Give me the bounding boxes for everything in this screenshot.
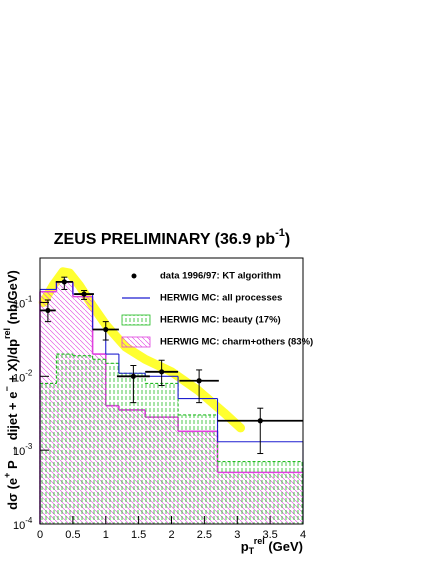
x-axis-label: pTrel (GeV) xyxy=(241,537,303,557)
data-point xyxy=(130,373,136,379)
chart-title-part: ZEUS PRELIMINARY (36.9 pb xyxy=(54,231,276,248)
x-tick-label: 0.5 xyxy=(65,529,80,541)
hist-fill xyxy=(40,383,57,524)
y-tick-label: 10-4 xyxy=(13,516,33,532)
x-tick-label: 0 xyxy=(37,529,43,541)
y-tick-label: 10-3 xyxy=(13,442,33,458)
y-axis-label-part: + xyxy=(3,473,13,478)
y-tick-base: 10 xyxy=(13,520,25,532)
data-point xyxy=(45,307,51,314)
y-axis-label-part: + X)/dp xyxy=(5,339,20,386)
x-tick-label: 2 xyxy=(168,529,174,541)
y-axis-label-part: dσ (e xyxy=(5,478,20,510)
hist-fill xyxy=(72,355,93,524)
x-tick-label: 4 xyxy=(300,529,306,541)
y-tick-base: 10 xyxy=(13,298,25,310)
hist-fill xyxy=(118,373,146,524)
data-point xyxy=(196,378,202,384)
y-axis-label-part: − xyxy=(3,386,13,391)
x-axis-label-part: p xyxy=(241,539,249,554)
y-tick-exponent: -1 xyxy=(25,295,33,304)
x-axis-label-part: (GeV) xyxy=(265,539,303,554)
legend-label: HERWIG MC: charm+others (83%) xyxy=(160,337,313,348)
x-tick-label: 3.5 xyxy=(262,529,277,541)
hist-fill xyxy=(217,461,303,524)
legend-label: HERWIG MC: beauty (17%) xyxy=(160,315,281,326)
data-point xyxy=(159,369,165,375)
hist-fill xyxy=(178,414,218,524)
data-point xyxy=(103,326,109,333)
y-tick-label: 10-2 xyxy=(13,368,33,384)
chart-title-part: ) xyxy=(285,231,290,248)
data-point xyxy=(81,291,87,297)
legend-marker xyxy=(131,273,137,279)
y-tick-base: 10 xyxy=(13,446,25,458)
y-tick-base: 10 xyxy=(13,372,25,384)
y-axis-label-part: rel xyxy=(3,328,13,339)
legend-label: data 1996/97: KT algorithm xyxy=(160,271,281,282)
x-tick-label: 3 xyxy=(234,529,240,541)
x-axis-label-part: T xyxy=(249,546,255,556)
x-axis-label-part: rel xyxy=(254,537,265,547)
x-tick-label: 1 xyxy=(103,529,109,541)
y-axis-label: dσ (e+ P → dijet + e− + X)/dprel (nb/GeV… xyxy=(3,270,21,510)
y-tick-exponent: -4 xyxy=(25,516,33,525)
x-tick-label: 1.5 xyxy=(131,529,146,541)
hist-fill xyxy=(56,354,73,524)
legend-swatch xyxy=(121,314,151,326)
data-point xyxy=(257,418,263,424)
chart-title-part: -1 xyxy=(275,227,285,239)
hist-fill xyxy=(105,363,119,524)
x-tick-label: 2.5 xyxy=(197,529,212,541)
hist-fill xyxy=(145,383,179,524)
y-tick-exponent: -3 xyxy=(25,442,33,451)
data-point xyxy=(61,279,67,285)
y-tick-label: 10-1 xyxy=(13,295,33,311)
y-axis-label-part: (nb/GeV) xyxy=(5,270,20,328)
legend-label: HERWIG MC: all processes xyxy=(160,293,282,304)
y-axis-label-part: P → dijet + e xyxy=(5,392,20,473)
hist-fill xyxy=(92,359,106,524)
y-tick-exponent: -2 xyxy=(25,368,33,377)
chart-title: ZEUS PRELIMINARY (36.9 pb-1) xyxy=(54,227,290,249)
legend-swatch xyxy=(121,336,151,348)
